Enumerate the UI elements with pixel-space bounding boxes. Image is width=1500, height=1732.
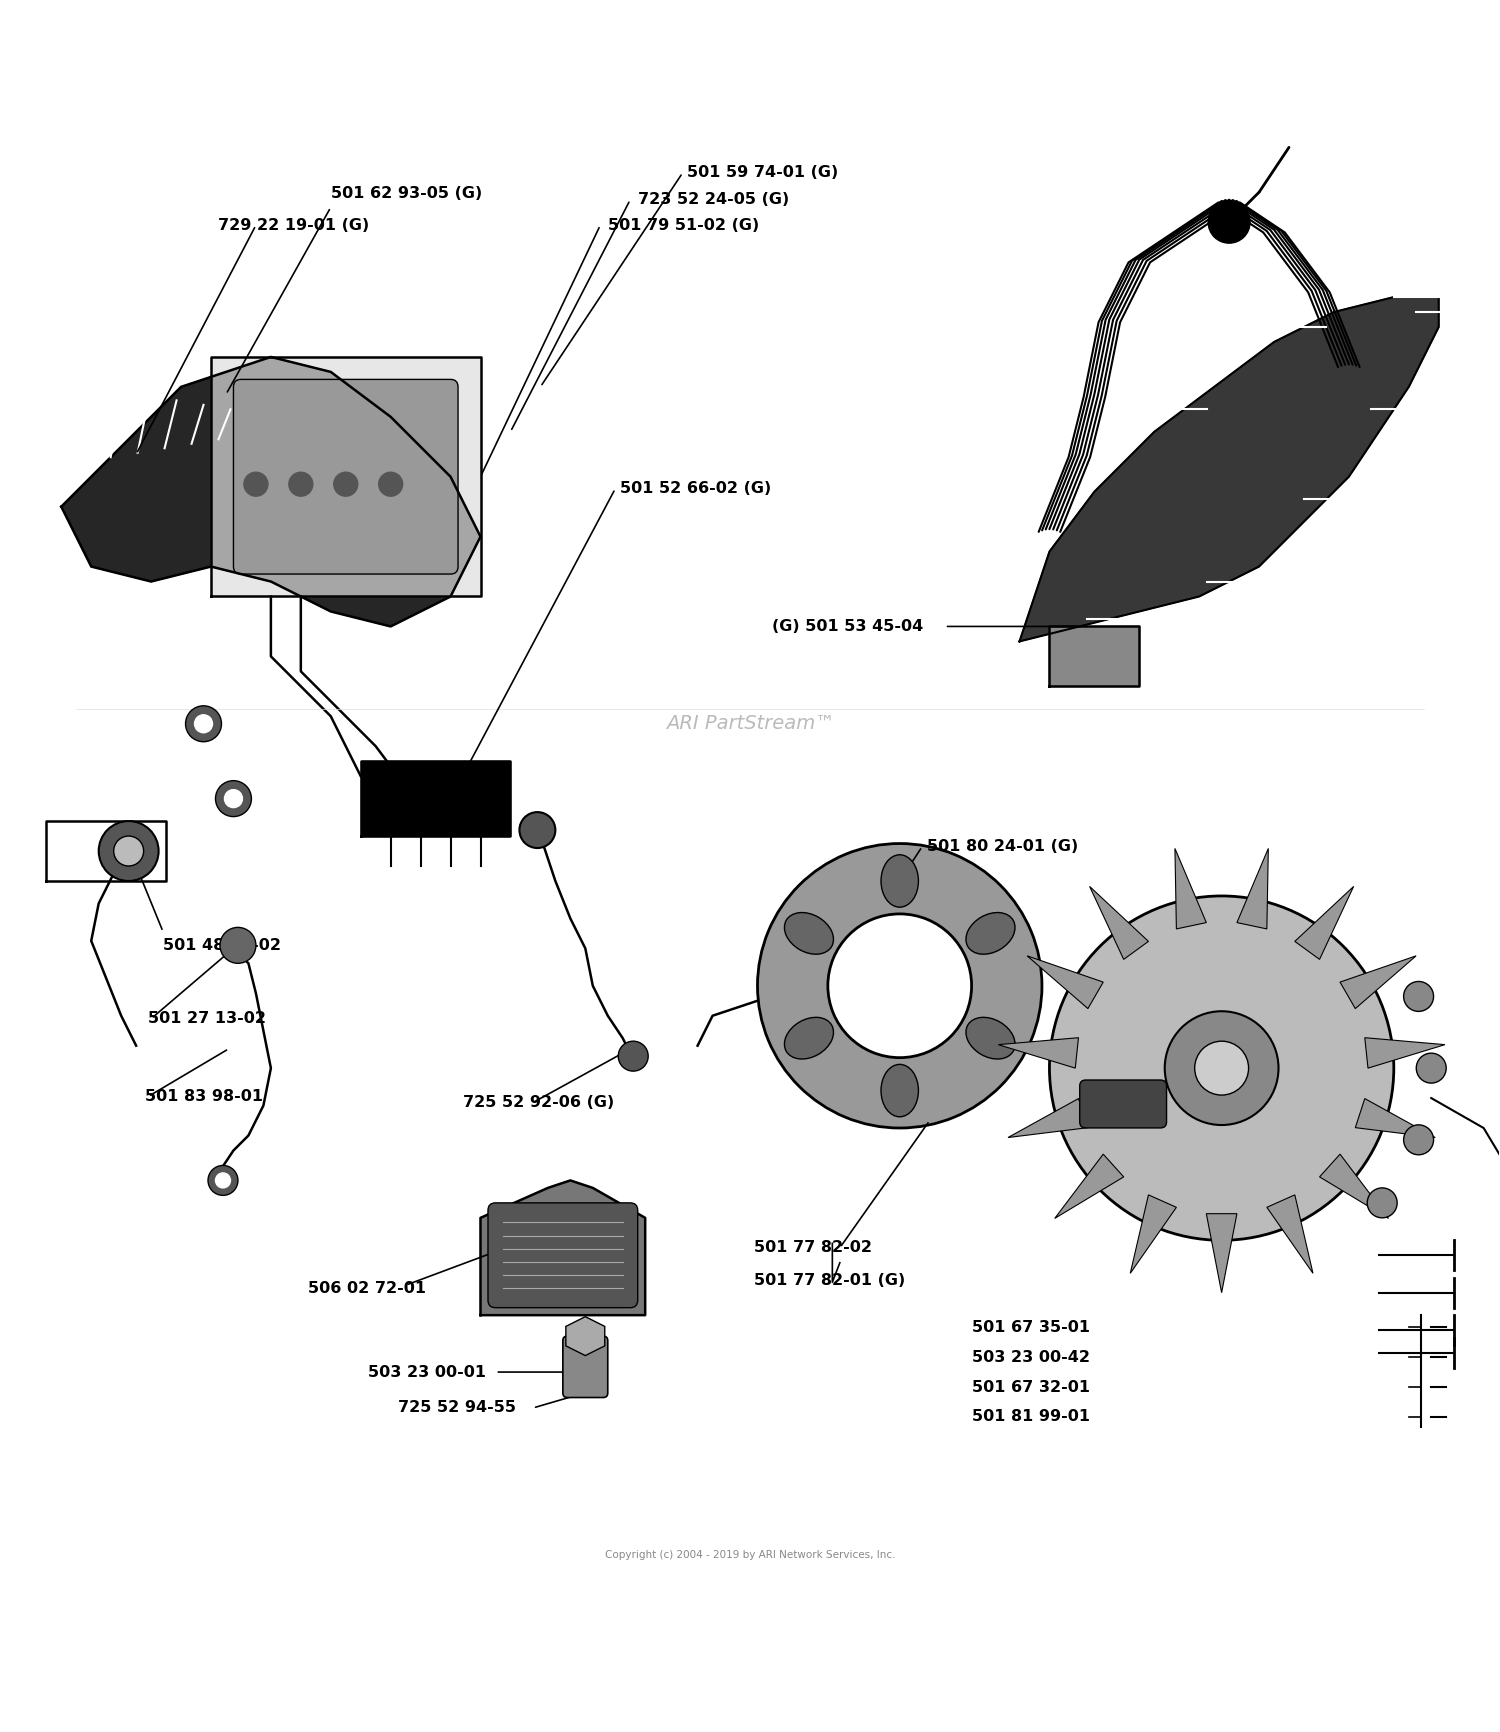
Text: 501 77 82-01 (G): 501 77 82-01 (G) (754, 1273, 906, 1289)
Ellipse shape (880, 1065, 918, 1117)
Text: 503 23 00-42: 503 23 00-42 (972, 1349, 1089, 1365)
Text: 501 27 13-02: 501 27 13-02 (148, 1011, 266, 1027)
Circle shape (1404, 1124, 1434, 1155)
Polygon shape (1268, 1195, 1312, 1273)
Text: 501 62 93-05 (G): 501 62 93-05 (G) (332, 187, 482, 201)
Circle shape (1164, 1011, 1278, 1126)
Polygon shape (1365, 1037, 1444, 1069)
Ellipse shape (966, 1017, 1016, 1058)
Text: 729 22 19-01 (G): 729 22 19-01 (G) (219, 218, 369, 232)
Circle shape (220, 927, 256, 963)
Polygon shape (1238, 849, 1269, 928)
Polygon shape (1050, 627, 1140, 686)
Circle shape (334, 473, 357, 495)
Text: 501 79 51-02 (G): 501 79 51-02 (G) (608, 218, 759, 232)
Ellipse shape (966, 913, 1016, 954)
Polygon shape (1206, 1214, 1237, 1292)
Circle shape (114, 837, 144, 866)
Ellipse shape (880, 856, 918, 908)
Polygon shape (1294, 887, 1353, 960)
Text: 501 81 99-01: 501 81 99-01 (972, 1410, 1089, 1424)
Circle shape (244, 473, 268, 495)
Circle shape (378, 473, 402, 495)
Ellipse shape (784, 913, 834, 954)
Polygon shape (480, 1181, 645, 1315)
FancyBboxPatch shape (234, 379, 458, 573)
Circle shape (1050, 895, 1394, 1240)
Ellipse shape (784, 1017, 834, 1058)
Polygon shape (999, 1037, 1078, 1069)
Text: ARI PartStream™: ARI PartStream™ (666, 714, 834, 733)
Polygon shape (1054, 1154, 1124, 1218)
Text: 725 52 94-55: 725 52 94-55 (398, 1401, 516, 1415)
Text: 501 67 32-01: 501 67 32-01 (972, 1379, 1089, 1394)
Text: 723 52 24-05 (G): 723 52 24-05 (G) (638, 192, 789, 208)
Text: 501 83 98-01: 501 83 98-01 (146, 1089, 262, 1103)
Circle shape (290, 473, 314, 495)
Text: 501 48 54-02: 501 48 54-02 (164, 937, 280, 953)
Polygon shape (62, 357, 480, 627)
Text: 501 80 24-01 (G): 501 80 24-01 (G) (927, 838, 1078, 854)
Polygon shape (1008, 1098, 1088, 1138)
Polygon shape (211, 357, 480, 596)
FancyBboxPatch shape (562, 1335, 608, 1398)
Polygon shape (360, 760, 510, 837)
Polygon shape (1174, 849, 1206, 928)
Circle shape (186, 707, 222, 741)
Polygon shape (1089, 887, 1149, 960)
Polygon shape (1356, 1098, 1436, 1138)
Polygon shape (566, 1316, 604, 1356)
Circle shape (195, 715, 213, 733)
FancyBboxPatch shape (1080, 1081, 1167, 1128)
Polygon shape (1131, 1195, 1176, 1273)
Text: 503 23 00-01: 503 23 00-01 (368, 1365, 486, 1380)
Text: 501 77 82-02: 501 77 82-02 (754, 1240, 873, 1256)
FancyBboxPatch shape (488, 1204, 638, 1308)
Polygon shape (1340, 956, 1416, 1008)
Circle shape (1404, 982, 1434, 1011)
Text: 501 67 35-01: 501 67 35-01 (972, 1320, 1089, 1335)
Circle shape (618, 1041, 648, 1070)
Circle shape (216, 781, 252, 816)
Polygon shape (1028, 956, 1102, 1008)
Circle shape (209, 1166, 238, 1195)
Circle shape (216, 1173, 231, 1188)
Circle shape (1194, 1041, 1248, 1095)
Polygon shape (1320, 1154, 1389, 1218)
Text: 501 59 74-01 (G): 501 59 74-01 (G) (687, 165, 838, 180)
Circle shape (99, 821, 159, 882)
Text: 725 52 92-06 (G): 725 52 92-06 (G) (462, 1095, 614, 1110)
Text: (G) 501 53 45-04: (G) 501 53 45-04 (772, 618, 924, 634)
Circle shape (1208, 201, 1249, 242)
Polygon shape (1020, 298, 1438, 641)
Text: 501 52 66-02 (G): 501 52 66-02 (G) (620, 481, 771, 495)
Circle shape (519, 812, 555, 849)
Text: Copyright (c) 2004 - 2019 by ARI Network Services, Inc.: Copyright (c) 2004 - 2019 by ARI Network… (604, 1550, 896, 1561)
Circle shape (225, 790, 243, 807)
Text: 506 02 72-01: 506 02 72-01 (309, 1280, 426, 1296)
Circle shape (1416, 1053, 1446, 1082)
Circle shape (1366, 1188, 1396, 1218)
